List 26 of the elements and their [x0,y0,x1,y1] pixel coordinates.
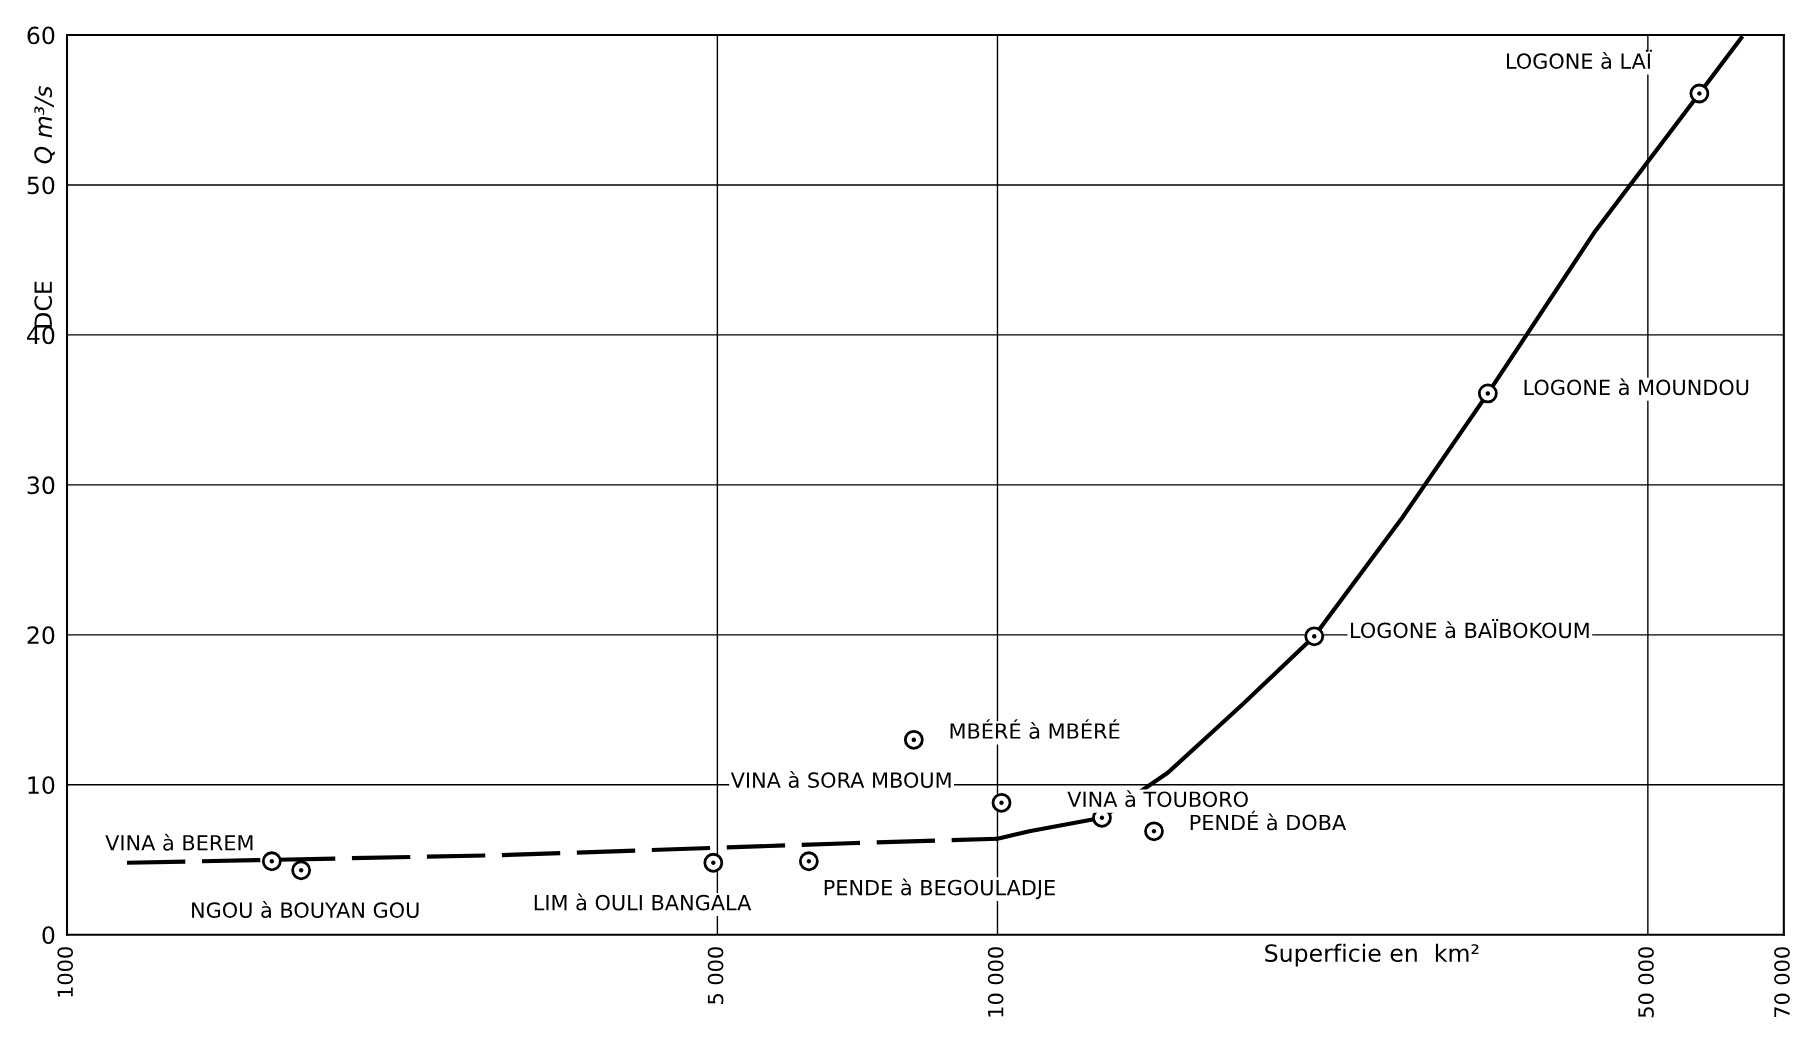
y-axis-title: Q m³/s [34,86,55,164]
annotation: VINA à TOUBORO [1067,790,1248,808]
y-tick-label: 40 [27,326,55,345]
annotation: MBÉRÉ à MBÉRÉ [950,719,1120,739]
annotation: LOGONE à LAÏ [1506,49,1652,69]
y-tick-label: 10 [28,776,55,795]
annotation: VINA à BEREM [105,833,253,851]
annotation: PENDÉ à DOBA [1190,810,1347,831]
annotation: LOGONE à BAÏBOKOUM [1351,618,1589,639]
x-tick-label: 5 000 [707,947,724,1004]
y-tick-label: 50 [27,176,55,195]
x-tick-label: 1000 [57,947,74,997]
annotation: PENDE à BEGOULADJE [824,878,1055,900]
text: DCE [34,281,53,328]
annotation: VINA à SORA MBOUM [730,771,951,788]
annotation: LOGONE à MOUNDOU [1524,378,1749,396]
x-tick-label: 70 000 [1774,947,1790,1018]
x-tick-label: 50 000 [1638,947,1654,1018]
x-axis-title: Superficie en km² [1265,943,1479,967]
y-tick-label: 0 [42,926,55,945]
annotation: LIM à OULI BANGALA [534,893,752,911]
y-tick-label: 30 [27,476,55,495]
x-tick-label: 10 000 [987,947,1004,1017]
annotation: NGOU à BOUYAN GOU [192,901,419,918]
y-tick-label: 20 [27,626,55,645]
y-tick-label: 60 [27,26,55,45]
